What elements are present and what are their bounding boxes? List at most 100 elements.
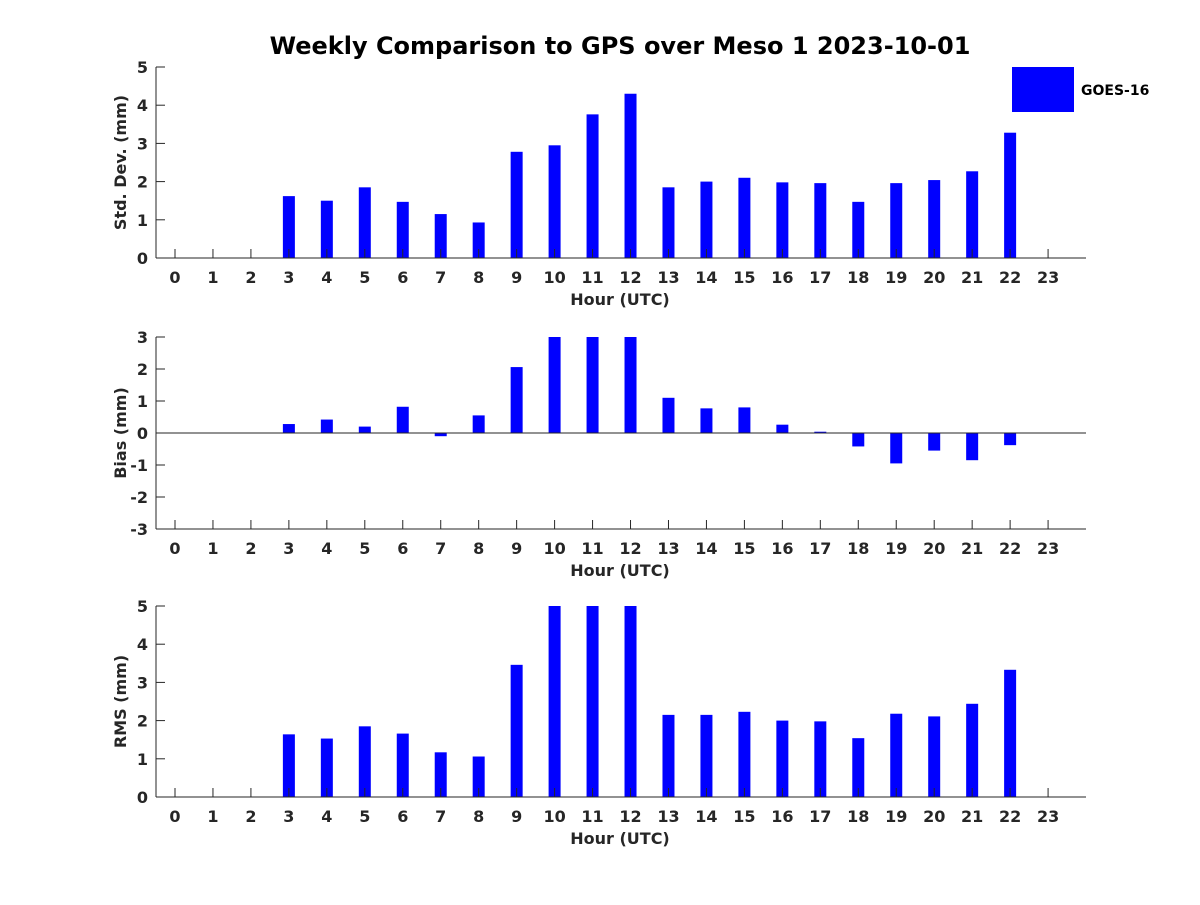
x-tick-label: 2 bbox=[245, 268, 256, 287]
x-tick-label: 11 bbox=[581, 807, 603, 826]
x-tick-label: 10 bbox=[543, 539, 565, 558]
x-axis-label: Hour (UTC) bbox=[570, 561, 670, 580]
x-tick-label: 9 bbox=[511, 807, 522, 826]
x-tick-label: 9 bbox=[511, 539, 522, 558]
x-tick-label: 22 bbox=[999, 807, 1021, 826]
x-tick-label: 2 bbox=[245, 539, 256, 558]
bar-p2-h9 bbox=[510, 367, 523, 433]
y-tick-label: 2 bbox=[137, 173, 148, 192]
y-axis-label: Bias (mm) bbox=[111, 387, 130, 479]
x-tick-label: 20 bbox=[923, 807, 945, 826]
y-tick-label: 0 bbox=[137, 249, 148, 268]
bar-p1-h10 bbox=[548, 145, 561, 258]
x-tick-label: 15 bbox=[733, 268, 755, 287]
y-axis-label: Std. Dev. (mm) bbox=[111, 95, 130, 230]
bar-p2-h15 bbox=[738, 407, 751, 433]
x-tick-label: 18 bbox=[847, 268, 869, 287]
x-tick-label: 21 bbox=[961, 807, 983, 826]
x-tick-label: 5 bbox=[359, 807, 370, 826]
bar-p3-h5 bbox=[358, 726, 371, 797]
bar-p1-h9 bbox=[510, 151, 523, 258]
bar-p2-h8 bbox=[472, 415, 485, 433]
y-tick-label: 0 bbox=[137, 424, 148, 443]
x-tick-label: 23 bbox=[1037, 268, 1059, 287]
x-tick-label: 17 bbox=[809, 807, 831, 826]
bar-p1-h11 bbox=[586, 114, 599, 259]
x-tick-label: 6 bbox=[397, 807, 408, 826]
bar-p1-h13 bbox=[662, 187, 675, 258]
bar-p2-h12 bbox=[624, 337, 637, 433]
y-tick-label: 4 bbox=[137, 635, 148, 654]
bar-p1-h16 bbox=[776, 182, 789, 258]
bar-p2-h13 bbox=[662, 397, 675, 433]
x-tick-label: 21 bbox=[961, 539, 983, 558]
bar-p2-h16 bbox=[776, 424, 789, 433]
legend: GOES-16 bbox=[1012, 67, 1149, 112]
bar-p2-h11 bbox=[586, 337, 599, 433]
bar-p1-h7 bbox=[434, 214, 447, 258]
bar-p1-h3 bbox=[282, 196, 295, 258]
bar-p2-h7 bbox=[434, 433, 447, 437]
bar-p2-h3 bbox=[282, 424, 295, 433]
x-tick-label: 13 bbox=[657, 807, 679, 826]
x-tick-label: 11 bbox=[581, 539, 603, 558]
x-tick-label: 1 bbox=[207, 268, 218, 287]
bar-p2-h22 bbox=[1004, 433, 1017, 446]
x-axis-label: Hour (UTC) bbox=[570, 290, 670, 309]
x-tick-label: 19 bbox=[885, 539, 907, 558]
bar-p3-h10 bbox=[548, 606, 561, 797]
x-tick-label: 10 bbox=[543, 268, 565, 287]
y-tick-label: 1 bbox=[137, 392, 148, 411]
y-axis-label: RMS (mm) bbox=[111, 655, 130, 748]
y-tick-label: 5 bbox=[137, 58, 148, 77]
bar-p2-h19 bbox=[890, 433, 903, 464]
x-tick-label: 6 bbox=[397, 268, 408, 287]
bar-p3-h6 bbox=[396, 733, 409, 797]
x-tick-label: 23 bbox=[1037, 539, 1059, 558]
x-tick-label: 17 bbox=[809, 539, 831, 558]
bar-p1-h15 bbox=[738, 177, 751, 258]
x-tick-label: 7 bbox=[435, 539, 446, 558]
bar-p1-h21 bbox=[966, 171, 979, 258]
x-tick-label: 2 bbox=[245, 807, 256, 826]
y-tick-label: 2 bbox=[137, 712, 148, 731]
bar-p1-h6 bbox=[396, 201, 409, 258]
x-tick-label: 23 bbox=[1037, 807, 1059, 826]
bar-p1-h5 bbox=[358, 187, 371, 258]
x-tick-label: 14 bbox=[695, 807, 717, 826]
x-tick-label: 18 bbox=[847, 539, 869, 558]
x-tick-label: 7 bbox=[435, 807, 446, 826]
y-tick-label: -1 bbox=[130, 456, 148, 475]
x-tick-label: 13 bbox=[657, 268, 679, 287]
bar-p3-h15 bbox=[738, 711, 751, 797]
x-tick-label: 8 bbox=[473, 807, 484, 826]
bar-p3-h16 bbox=[776, 720, 789, 797]
bar-p3-h13 bbox=[662, 714, 675, 797]
y-tick-label: -2 bbox=[130, 488, 148, 507]
x-tick-label: 1 bbox=[207, 539, 218, 558]
x-tick-label: 8 bbox=[473, 539, 484, 558]
x-tick-label: 3 bbox=[283, 539, 294, 558]
x-tick-label: 16 bbox=[771, 539, 793, 558]
chart-title: Weekly Comparison to GPS over Meso 1 202… bbox=[270, 32, 971, 60]
x-tick-label: 14 bbox=[695, 268, 717, 287]
y-tick-label: 2 bbox=[137, 360, 148, 379]
x-tick-label: 0 bbox=[169, 268, 180, 287]
x-tick-label: 3 bbox=[283, 268, 294, 287]
x-tick-label: 11 bbox=[581, 268, 603, 287]
x-tick-label: 20 bbox=[923, 268, 945, 287]
y-tick-label: 5 bbox=[137, 597, 148, 616]
x-tick-label: 15 bbox=[733, 807, 755, 826]
bar-p3-h9 bbox=[510, 664, 523, 797]
x-tick-label: 12 bbox=[619, 268, 641, 287]
x-tick-label: 8 bbox=[473, 268, 484, 287]
y-tick-label: 0 bbox=[137, 788, 148, 807]
x-tick-label: 5 bbox=[359, 539, 370, 558]
bar-p1-h22 bbox=[1004, 132, 1017, 258]
bar-p2-h4 bbox=[320, 419, 333, 433]
y-tick-label: 1 bbox=[137, 211, 148, 230]
x-tick-label: 19 bbox=[885, 268, 907, 287]
bar-p3-h21 bbox=[966, 703, 979, 797]
